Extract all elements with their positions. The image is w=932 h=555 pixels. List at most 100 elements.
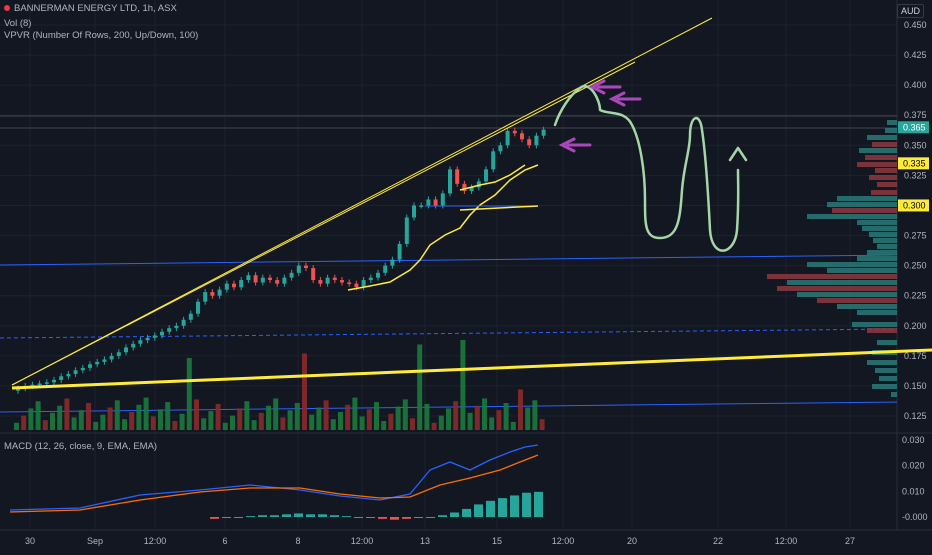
trendline-upper bbox=[11, 17, 713, 386]
candle bbox=[268, 277, 272, 281]
volume-bar bbox=[230, 415, 235, 430]
candle bbox=[448, 169, 452, 194]
vpvr-bar bbox=[817, 298, 897, 303]
currency-badge[interactable]: AUD bbox=[896, 4, 924, 18]
volume-bar bbox=[21, 415, 27, 430]
annotation-arrow-icon bbox=[588, 79, 622, 95]
time-tick-label: 12:00 bbox=[351, 536, 374, 546]
macd-histogram-bar bbox=[210, 517, 219, 519]
candle bbox=[412, 205, 416, 218]
volume-bar bbox=[330, 419, 336, 430]
candle bbox=[469, 187, 474, 192]
vpvr-bar bbox=[837, 304, 897, 309]
vpvr-bar bbox=[827, 268, 897, 273]
macd-histogram-bar bbox=[306, 514, 315, 517]
volume-bar bbox=[100, 414, 106, 430]
candle bbox=[541, 129, 546, 136]
volume-bar bbox=[107, 407, 113, 430]
volume-bar bbox=[453, 401, 459, 430]
volume-bar bbox=[417, 344, 423, 430]
price-label: 0.335 bbox=[903, 158, 926, 168]
candle bbox=[311, 268, 316, 281]
candle bbox=[30, 384, 35, 387]
candle bbox=[80, 367, 85, 371]
time-tick-label: 12:00 bbox=[144, 536, 167, 546]
price-tick-label: 0.200 bbox=[904, 321, 927, 331]
volume-bar bbox=[381, 421, 387, 430]
macd-histogram-bar bbox=[522, 492, 531, 517]
candle bbox=[325, 277, 330, 284]
lower-line bbox=[0, 401, 898, 413]
vpvr-bar bbox=[867, 360, 897, 365]
candle bbox=[160, 331, 164, 336]
volume-bar bbox=[194, 399, 199, 430]
candle bbox=[455, 169, 460, 184]
volume-bar bbox=[525, 407, 531, 430]
volume-bar bbox=[431, 422, 437, 430]
candle bbox=[232, 283, 236, 288]
volume-bar bbox=[208, 411, 214, 430]
candle bbox=[167, 328, 172, 332]
volume-bar bbox=[388, 413, 394, 430]
macd-histogram-bar bbox=[402, 517, 411, 519]
symbol-legend[interactable]: BANNERMAN ENERGY LTD, 1h, ASX bbox=[4, 3, 177, 14]
vpvr-bar bbox=[875, 168, 897, 173]
volume-bar bbox=[266, 405, 271, 430]
volume-bar bbox=[345, 404, 351, 430]
candle bbox=[512, 130, 517, 134]
time-tick-label: 13 bbox=[420, 536, 430, 546]
vpvr-bar bbox=[869, 232, 897, 237]
vpvr-bar bbox=[875, 368, 897, 373]
vpvr-legend[interactable]: VPVR (Number Of Rows, 200, Up/Down, 100) bbox=[4, 30, 199, 41]
vpvr-bar bbox=[807, 262, 897, 267]
volume-bar bbox=[14, 422, 19, 430]
vpvr-bar bbox=[871, 190, 897, 195]
vpvr-bar bbox=[827, 202, 897, 207]
time-tick-label: 8 bbox=[295, 536, 300, 546]
vpvr-bar bbox=[869, 175, 897, 180]
macd-histogram-bar bbox=[246, 516, 255, 518]
vpvr-bar bbox=[887, 120, 897, 125]
vpvr-bar bbox=[891, 392, 897, 397]
volume-bar bbox=[294, 403, 300, 430]
candle bbox=[275, 280, 280, 284]
macd-legend[interactable]: MACD (12, 26, close, 9, EMA, EMA) bbox=[4, 441, 158, 452]
macd-histogram-bar bbox=[318, 514, 327, 517]
candle bbox=[404, 217, 409, 244]
candle bbox=[196, 301, 200, 314]
macd-histogram-bar bbox=[366, 517, 375, 518]
volume-legend[interactable]: Vol (8) bbox=[4, 18, 32, 29]
macd-histogram-bar bbox=[378, 517, 387, 519]
volume-bar bbox=[302, 353, 307, 430]
vpvr-bar bbox=[872, 142, 897, 147]
volume-bar bbox=[222, 422, 228, 430]
volume-bar bbox=[28, 408, 34, 430]
candle bbox=[289, 272, 294, 278]
candle bbox=[354, 283, 359, 288]
vpvr-bar bbox=[862, 226, 897, 231]
macd-histogram-bar bbox=[294, 513, 303, 517]
volume-bar bbox=[352, 397, 358, 430]
trendline-support bbox=[11, 348, 932, 390]
candle bbox=[397, 243, 402, 260]
support-line bbox=[0, 254, 898, 266]
volume-bar bbox=[424, 403, 430, 430]
candle bbox=[332, 277, 337, 281]
volume-bar bbox=[86, 403, 91, 430]
price-label: 0.365 bbox=[903, 122, 926, 132]
volume-bar bbox=[402, 399, 408, 430]
vpvr-bar bbox=[837, 196, 897, 201]
macd-histogram-bar bbox=[426, 517, 435, 518]
price-tick-label: 0.225 bbox=[904, 291, 927, 301]
volume-bar bbox=[338, 412, 343, 430]
volume-bar bbox=[172, 421, 178, 430]
candle bbox=[37, 383, 42, 386]
volume-bar bbox=[496, 410, 502, 430]
vpvr-bar bbox=[857, 220, 897, 225]
volume-bar bbox=[215, 403, 221, 430]
candle bbox=[203, 292, 208, 302]
candle bbox=[296, 265, 301, 273]
candle bbox=[433, 199, 438, 206]
